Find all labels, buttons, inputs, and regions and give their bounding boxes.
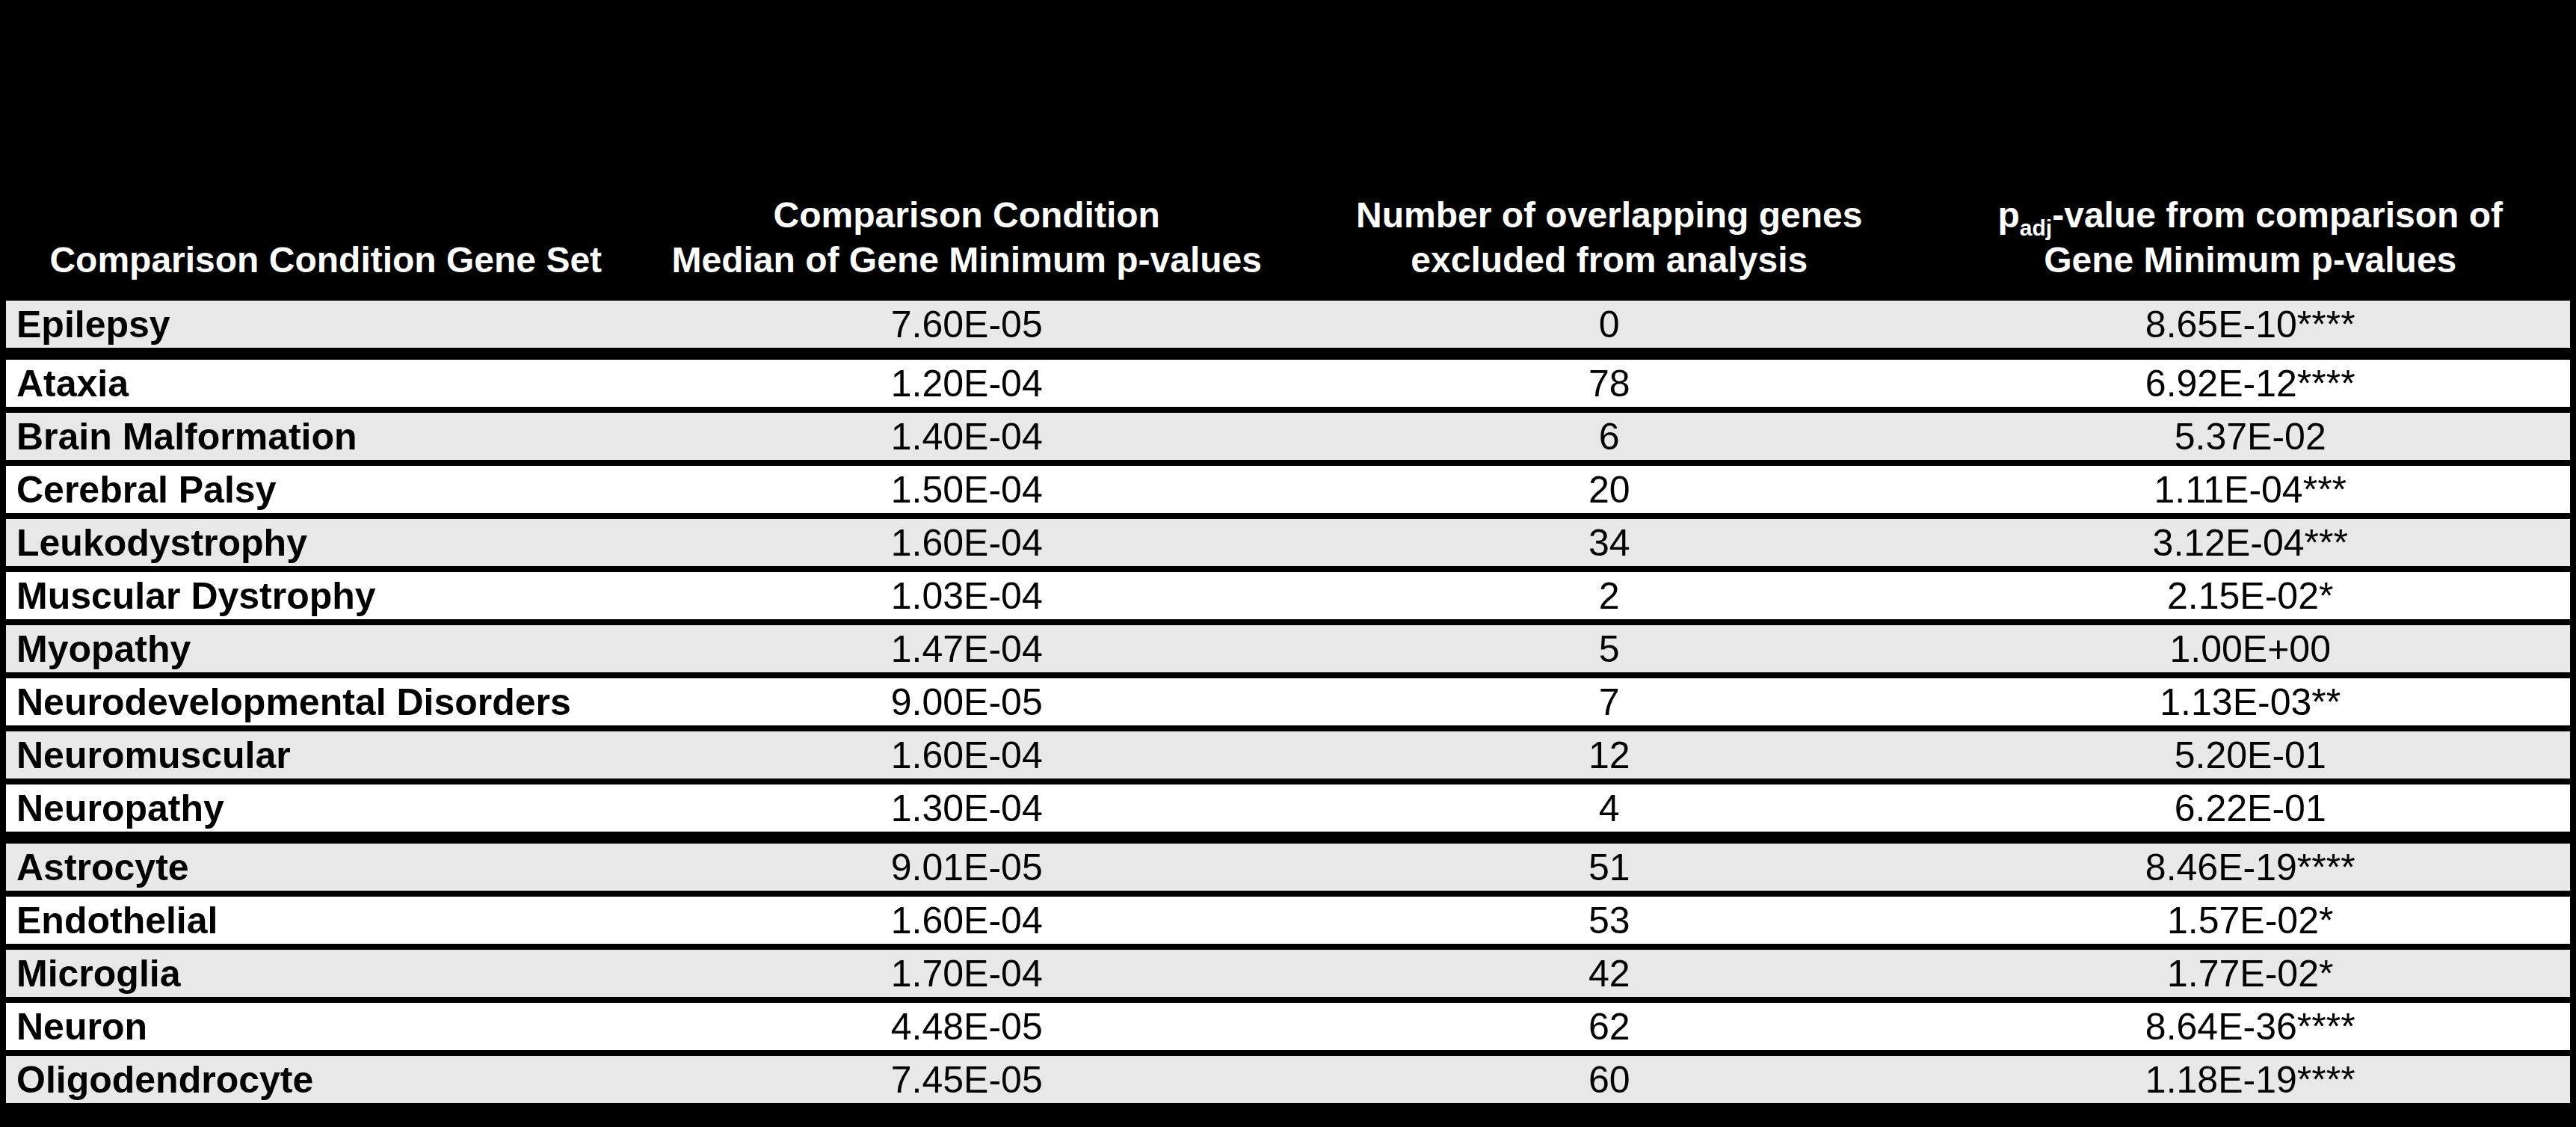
row-muscular-dystrophy: Muscular Dystrophy 1.03E-04 2 2.15E-02* <box>3 569 2573 622</box>
gene-set-cell: Neurodevelopmental Disorders <box>3 675 646 728</box>
padj-value-cell: 8.46E-19**** <box>1931 838 2574 894</box>
header-overlapping-genes: Number of overlapping genes excluded fro… <box>1288 0 1931 301</box>
gene-set-cell: Endothelial <box>3 894 646 947</box>
header-padj-line2: Gene Minimum p-values <box>1931 238 2571 283</box>
row-myopathy: Myopathy 1.47E-04 5 1.00E+00 <box>3 622 2573 675</box>
padj-subscript: adj <box>2020 215 2052 240</box>
row-ataxia: Ataxia 1.20E-04 78 6.92E-12**** <box>3 354 2573 410</box>
header-padj: padj-value from comparison of Gene Minim… <box>1931 0 2574 301</box>
header-row: Comparison Condition Gene Set Comparison… <box>3 0 2573 301</box>
gene-set-cell: Astrocyte <box>3 838 646 894</box>
row-neuron: Neuron 4.48E-05 62 8.64E-36**** <box>3 1000 2573 1053</box>
padj-value-cell: 2.15E-02* <box>1931 569 2574 622</box>
padj-value-cell: 5.37E-02 <box>1931 410 2574 463</box>
median-p-cell: 9.01E-05 <box>646 838 1289 894</box>
excluded-count-cell: 0 <box>1288 301 1931 354</box>
median-p-cell: 1.47E-04 <box>646 622 1289 675</box>
median-p-cell: 1.20E-04 <box>646 354 1289 410</box>
median-p-cell: 4.48E-05 <box>646 1000 1289 1053</box>
gene-set-cell: Ataxia <box>3 354 646 410</box>
gene-set-cell: Cerebral Palsy <box>3 463 646 516</box>
padj-prefix: p <box>1998 195 2020 235</box>
median-p-cell: 9.00E-05 <box>646 675 1289 728</box>
median-p-cell: 1.40E-04 <box>646 410 1289 463</box>
padj-value-cell: 3.12E-04*** <box>1931 516 2574 569</box>
median-p-cell: 1.30E-04 <box>646 781 1289 838</box>
row-microglia: Microglia 1.70E-04 42 1.77E-02* <box>3 947 2573 1000</box>
padj-line1-rest: -value from comparison of <box>2052 195 2503 235</box>
median-p-cell: 1.03E-04 <box>646 569 1289 622</box>
padj-value-cell: 1.00E+00 <box>1931 622 2574 675</box>
row-neuropathy: Neuropathy 1.30E-04 4 6.22E-01 <box>3 781 2573 838</box>
excluded-count-cell: 62 <box>1288 1000 1931 1053</box>
excluded-count-cell: 42 <box>1288 947 1931 1000</box>
median-p-cell: 1.70E-04 <box>646 947 1289 1000</box>
excluded-count-cell: 4 <box>1288 781 1931 838</box>
gene-set-cell: Microglia <box>3 947 646 1000</box>
padj-value-cell: 8.64E-36**** <box>1931 1000 2574 1053</box>
excluded-count-cell: 34 <box>1288 516 1931 569</box>
gene-set-cell: Brain Malformation <box>3 410 646 463</box>
header-overlapping-genes-line1: Number of overlapping genes <box>1288 193 1931 238</box>
row-epilepsy: Epilepsy 7.60E-05 0 8.65E-10**** <box>3 301 2573 354</box>
header-median-p-line1: Comparison Condition <box>646 193 1289 238</box>
excluded-count-cell: 12 <box>1288 728 1931 781</box>
padj-value-cell: 6.22E-01 <box>1931 781 2574 838</box>
excluded-count-cell: 20 <box>1288 463 1931 516</box>
padj-value-cell: 1.13E-03** <box>1931 675 2574 728</box>
median-p-cell: 1.50E-04 <box>646 463 1289 516</box>
gene-set-cell: Oligodendrocyte <box>3 1053 646 1106</box>
gene-set-comparison-table: Comparison Condition Gene Set Comparison… <box>0 0 2576 1109</box>
padj-value-cell: 1.18E-19**** <box>1931 1053 2574 1106</box>
excluded-count-cell: 51 <box>1288 838 1931 894</box>
excluded-count-cell: 6 <box>1288 410 1931 463</box>
gene-set-cell: Neuromuscular <box>3 728 646 781</box>
header-gene-set-line1: Comparison Condition Gene Set <box>6 238 646 283</box>
padj-value-cell: 1.11E-04*** <box>1931 463 2574 516</box>
median-p-cell: 1.60E-04 <box>646 728 1289 781</box>
row-endothelial: Endothelial 1.60E-04 53 1.57E-02* <box>3 894 2573 947</box>
row-brain-malformation: Brain Malformation 1.40E-04 6 5.37E-02 <box>3 410 2573 463</box>
row-astrocyte: Astrocyte 9.01E-05 51 8.46E-19**** <box>3 838 2573 894</box>
row-neuromuscular: Neuromuscular 1.60E-04 12 5.20E-01 <box>3 728 2573 781</box>
excluded-count-cell: 7 <box>1288 675 1931 728</box>
median-p-cell: 1.60E-04 <box>646 516 1289 569</box>
gene-set-cell: Neuron <box>3 1000 646 1053</box>
row-leukodystrophy: Leukodystrophy 1.60E-04 34 3.12E-04*** <box>3 516 2573 569</box>
median-p-cell: 7.60E-05 <box>646 301 1289 354</box>
row-cerebral-palsy: Cerebral Palsy 1.50E-04 20 1.11E-04*** <box>3 463 2573 516</box>
gene-set-cell: Epilepsy <box>3 301 646 354</box>
excluded-count-cell: 60 <box>1288 1053 1931 1106</box>
excluded-count-cell: 5 <box>1288 622 1931 675</box>
excluded-count-cell: 2 <box>1288 569 1931 622</box>
padj-value-cell: 8.65E-10**** <box>1931 301 2574 354</box>
padj-value-cell: 1.57E-02* <box>1931 894 2574 947</box>
padj-value-cell: 5.20E-01 <box>1931 728 2574 781</box>
gene-set-cell: Muscular Dystrophy <box>3 569 646 622</box>
gene-set-cell: Myopathy <box>3 622 646 675</box>
median-p-cell: 1.60E-04 <box>646 894 1289 947</box>
padj-value-cell: 6.92E-12**** <box>1931 354 2574 410</box>
header-median-p: Comparison Condition Median of Gene Mini… <box>646 0 1289 301</box>
header-overlapping-genes-line2: excluded from analysis <box>1288 238 1931 283</box>
row-oligodendrocyte: Oligodendrocyte 7.45E-05 60 1.18E-19**** <box>3 1053 2573 1106</box>
median-p-cell: 7.45E-05 <box>646 1053 1289 1106</box>
gene-set-cell: Neuropathy <box>3 781 646 838</box>
header-median-p-line2: Median of Gene Minimum p-values <box>646 238 1289 283</box>
header-padj-line1: padj-value from comparison of <box>1931 193 2571 238</box>
excluded-count-cell: 53 <box>1288 894 1931 947</box>
page-background: { "style": { "background": "#000000", "r… <box>0 0 2576 1127</box>
header-gene-set: Comparison Condition Gene Set <box>3 0 646 301</box>
gene-set-cell: Leukodystrophy <box>3 516 646 569</box>
row-neurodevelopmental-disorders: Neurodevelopmental Disorders 9.00E-05 7 … <box>3 675 2573 728</box>
padj-value-cell: 1.77E-02* <box>1931 947 2574 1000</box>
excluded-count-cell: 78 <box>1288 354 1931 410</box>
